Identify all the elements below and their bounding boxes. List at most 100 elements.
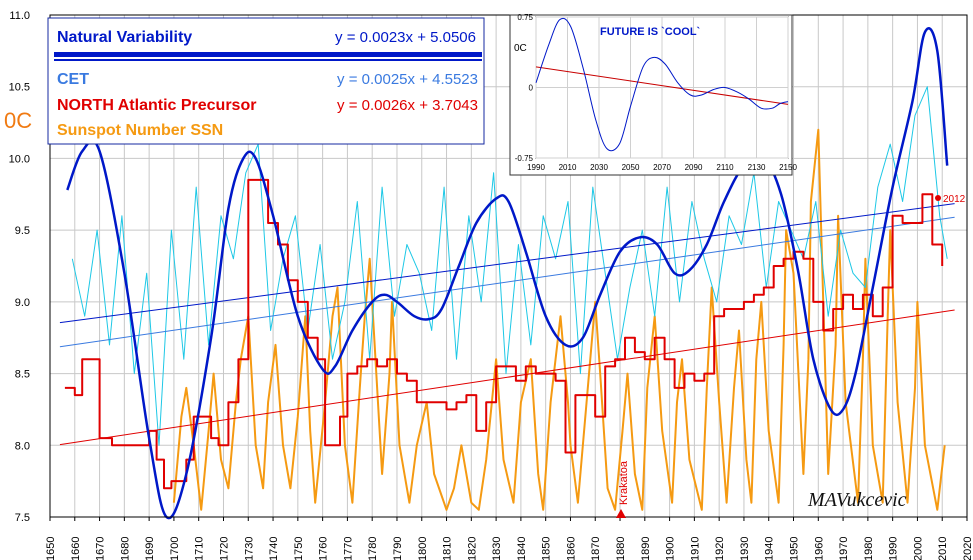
x-tick-label-1990: 1990 <box>888 537 900 560</box>
inset-x-tick-label-2090: 2090 <box>685 163 703 172</box>
x-tick-label-1900: 1900 <box>665 537 677 560</box>
y-tick-label-10-0: 10.0 <box>9 153 30 165</box>
x-tick-label-1780: 1780 <box>367 537 379 560</box>
legend-cet-label: CET <box>57 71 89 88</box>
x-tick-label-1710: 1710 <box>194 537 206 560</box>
x-tick-label-1740: 1740 <box>268 537 280 560</box>
north-atlantic-precursor-line <box>64 178 944 490</box>
x-tick-label-1660: 1660 <box>70 537 82 560</box>
legend-nap-equation: y = 0.0026x + 3.7043 <box>337 97 478 114</box>
x-tick-label-1720: 1720 <box>218 537 230 560</box>
inset-y-tick-label-0-75: 0.75 <box>517 13 533 22</box>
trendline-cet <box>59 216 955 348</box>
inset-x-tick-label-2030: 2030 <box>590 163 608 172</box>
y-tick-label-10-5: 10.5 <box>9 82 30 94</box>
year-2012-annotation: 2012 <box>935 194 966 205</box>
year-2012-marker <box>935 195 941 201</box>
x-tick-label-1880: 1880 <box>615 537 627 560</box>
plot-frame <box>49 14 968 518</box>
x-tick-label-1920: 1920 <box>714 537 726 560</box>
krakatoa-marker <box>616 509 626 518</box>
series-natural-variability <box>66 27 949 520</box>
x-tick-label-2000: 2000 <box>912 537 924 560</box>
x-tick-label-1980: 1980 <box>863 537 875 560</box>
x-tick-label-1690: 1690 <box>144 537 156 560</box>
x-tick-label-1870: 1870 <box>590 537 602 560</box>
inset-title: FUTURE IS `COOL` <box>600 26 701 38</box>
legend-background <box>47 17 485 145</box>
x-tick-label-1810: 1810 <box>442 537 454 560</box>
inset-x-tick-label-2070: 2070 <box>653 163 671 172</box>
x-tick-label-1670: 1670 <box>95 537 107 560</box>
inset-y-tick-label-0: 0 <box>529 84 534 93</box>
legend-natural-variability-equation: y = 0.0023x + 5.0506 <box>335 29 476 46</box>
legend-divider <box>54 52 482 57</box>
inset-gridlines <box>535 16 789 159</box>
series-north-atlantic-precursor <box>64 178 944 490</box>
inset-x-tick-label-2130: 2130 <box>748 163 766 172</box>
y-tick-label-11-0: 11.0 <box>9 10 30 22</box>
inset-trendline <box>535 66 789 105</box>
cet-line <box>71 86 948 446</box>
legend-ssn-label: Sunspot Number SSN <box>57 122 223 139</box>
x-tick-label-1910: 1910 <box>689 537 701 560</box>
x-tick-label-1770: 1770 <box>342 537 354 560</box>
inset-x-tick-label-2010: 2010 <box>559 163 577 172</box>
trendline-natural-variability <box>59 203 955 324</box>
y-axis-unit-label: 0C <box>4 108 32 133</box>
legend-box: Natural Variability y = 0.0023x + 5.0506… <box>47 17 485 145</box>
y-tick-label-9-5: 9.5 <box>15 225 30 237</box>
inset-y-unit-label: 0C <box>514 43 527 54</box>
y-tick-label-8-5: 8.5 <box>15 369 30 381</box>
x-tick-label-1940: 1940 <box>764 537 776 560</box>
inset-y-axis-ticks: 0.75 0 -0.75 <box>515 13 534 163</box>
trendlines <box>59 203 955 446</box>
inset-x-tick-label-1990: 1990 <box>527 163 545 172</box>
x-tick-label-1830: 1830 <box>491 537 503 560</box>
x-tick-label-1800: 1800 <box>417 537 429 560</box>
trendline-north-atlantic-precursor <box>59 309 955 446</box>
x-tick-label-1850: 1850 <box>541 537 553 560</box>
inset-series-natural-variability <box>535 17 789 152</box>
inset-natural-variability-line <box>535 17 789 152</box>
legend-divider-thin <box>54 59 482 61</box>
krakatoa-annotation: Krakatoa <box>616 460 630 518</box>
inset-trendline-line <box>535 66 789 105</box>
natural-variability-line <box>66 27 949 520</box>
y-tick-label-8-0: 8.0 <box>15 440 30 452</box>
x-tick-label-2020: 2020 <box>962 537 973 560</box>
x-tick-label-2010: 2010 <box>937 537 949 560</box>
x-tick-label-1860: 1860 <box>565 537 577 560</box>
x-tick-label-1650: 1650 <box>45 537 57 560</box>
y-tick-label-7-5: 7.5 <box>15 512 30 524</box>
series-cet <box>71 86 948 446</box>
x-tick-label-1730: 1730 <box>243 537 255 560</box>
krakatoa-label: Krakatoa <box>618 460 630 505</box>
x-tick-label-1680: 1680 <box>119 537 131 560</box>
x-tick-label-1700: 1700 <box>169 537 181 560</box>
x-tick-label-1820: 1820 <box>466 537 478 560</box>
legend-cet-equation: y = 0.0025x + 4.5523 <box>337 71 478 88</box>
legend-nap-label: NORTH Atlantic Precursor <box>57 97 256 114</box>
y-tick-label-9-0: 9.0 <box>15 297 30 309</box>
x-tick-label-1840: 1840 <box>516 537 528 560</box>
signature: MAVukcevic <box>807 489 907 511</box>
x-tick-label-1970: 1970 <box>838 537 850 560</box>
inset-x-tick-label-2110: 2110 <box>716 163 734 172</box>
x-tick-label-1960: 1960 <box>813 537 825 560</box>
inset-y-tick-label-0-75: -0.75 <box>515 154 534 163</box>
year-2012-label: 2012 <box>943 194 966 205</box>
y-axis-ticks: 7.5 8.0 8.5 9.0 9.5 10.0 10.5 11.0 <box>9 10 30 524</box>
legend-natural-variability-label: Natural Variability <box>57 29 192 46</box>
x-tick-label-1760: 1760 <box>318 537 330 560</box>
inset-x-tick-label-2150: 2150 <box>779 163 797 172</box>
inset-x-axis-ticks: 1990 2010 2030 2050 2070 2090 2110 2130 2150 <box>527 163 797 172</box>
sunspot-number-ssn-line <box>172 128 946 511</box>
x-axis-ticks: 1650 1660 1670 1680 1690 1700 1710 1720 1730 1740… <box>45 517 973 560</box>
x-tick-label-1930: 1930 <box>739 537 751 560</box>
inset-x-tick-label-2050: 2050 <box>622 163 640 172</box>
x-tick-label-1950: 1950 <box>789 537 801 560</box>
x-tick-label-1790: 1790 <box>392 537 404 560</box>
x-tick-label-1890: 1890 <box>640 537 652 560</box>
